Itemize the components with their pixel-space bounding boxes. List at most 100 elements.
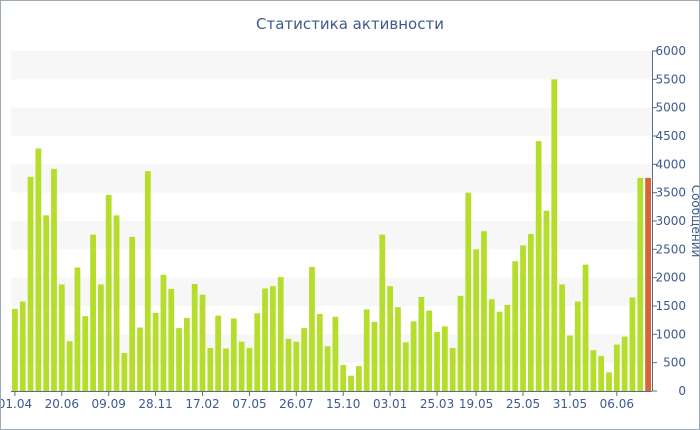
bar (441, 326, 448, 391)
bar (66, 341, 73, 391)
bar (90, 234, 96, 391)
bar (27, 176, 34, 391)
bar (332, 316, 339, 391)
bar (598, 355, 605, 391)
bar (527, 234, 534, 391)
bar (223, 348, 229, 391)
bar (301, 328, 308, 391)
y-tick-label: 500 (663, 356, 686, 370)
bar (43, 215, 50, 391)
bar (473, 249, 479, 391)
bar (567, 335, 573, 391)
x-tick-label: 28.11 (138, 397, 172, 411)
bar (183, 317, 190, 391)
bar (418, 296, 425, 391)
bar (504, 304, 511, 391)
y-tick-label: 3000 (655, 214, 686, 228)
x-tick-label: 26.07 (279, 397, 313, 411)
bar (465, 192, 472, 391)
x-tick-label: 17.02 (185, 397, 219, 411)
bar (160, 274, 167, 391)
x-tick-label: 25.03 (420, 397, 454, 411)
bar (105, 194, 112, 391)
bar (74, 267, 81, 391)
bar (379, 234, 386, 391)
bar (129, 236, 136, 391)
y-tick-label: 4500 (655, 129, 686, 143)
bar (215, 315, 222, 391)
bar (207, 347, 214, 391)
bar (137, 327, 143, 391)
bar (340, 364, 347, 391)
bar (293, 341, 300, 391)
bar (371, 321, 378, 391)
bar (637, 177, 644, 391)
bar (269, 286, 276, 391)
chart-title: Статистика активности (256, 15, 444, 33)
bar (51, 168, 57, 391)
bar (434, 332, 440, 391)
bar-current (645, 177, 651, 391)
bar (582, 264, 589, 391)
bar (262, 288, 268, 391)
bar (426, 310, 433, 391)
bar (168, 289, 175, 391)
bar (395, 307, 401, 391)
bar (488, 299, 495, 391)
bar (363, 309, 370, 391)
bar (82, 316, 89, 391)
bar (348, 375, 354, 391)
x-tick-label: 06.06 (600, 397, 634, 411)
bar (58, 284, 65, 391)
bar (316, 313, 323, 391)
x-tick-label: 25.05 (506, 397, 540, 411)
y-tick-label: 4000 (655, 157, 686, 171)
bar (12, 308, 18, 391)
bar (285, 338, 292, 391)
bar (621, 336, 628, 391)
bar (606, 372, 612, 391)
bar (254, 313, 261, 391)
bar (496, 311, 503, 391)
bar (35, 148, 42, 391)
y-axis-title: Сообщений (689, 185, 699, 258)
bar (121, 353, 128, 391)
bar (113, 215, 120, 391)
bar (613, 344, 620, 391)
bar (512, 261, 519, 391)
bar (238, 341, 245, 391)
y-tick-label: 3500 (655, 186, 686, 200)
x-tick-label: 15.10 (326, 397, 360, 411)
bar (230, 318, 237, 391)
bar (481, 231, 487, 391)
x-tick-label: 31.05 (553, 397, 587, 411)
bar (551, 79, 558, 391)
bar (402, 342, 409, 391)
y-tick-label: 1000 (655, 327, 686, 341)
y-tick-label: 2000 (655, 271, 686, 285)
bar (457, 295, 464, 391)
bar (574, 301, 581, 391)
bar (355, 366, 362, 391)
bar (387, 286, 394, 391)
bar (309, 266, 315, 391)
y-tick-label: 5500 (655, 72, 686, 86)
grid-band (11, 164, 652, 193)
bar (199, 294, 206, 391)
bar (629, 297, 636, 391)
x-tick-label: 19.05 (459, 397, 493, 411)
bar (144, 171, 151, 391)
x-tick-label: 01.04 (1, 397, 32, 411)
grid-band (11, 107, 652, 136)
y-tick-label: 0 (678, 384, 686, 398)
bar (152, 312, 159, 391)
x-tick-label: 09.09 (92, 397, 126, 411)
bar (98, 284, 104, 391)
bar (543, 210, 550, 391)
y-tick-label: 6000 (655, 44, 686, 58)
bar (324, 346, 331, 391)
bar (520, 245, 526, 391)
y-tick-label: 2500 (655, 242, 686, 256)
